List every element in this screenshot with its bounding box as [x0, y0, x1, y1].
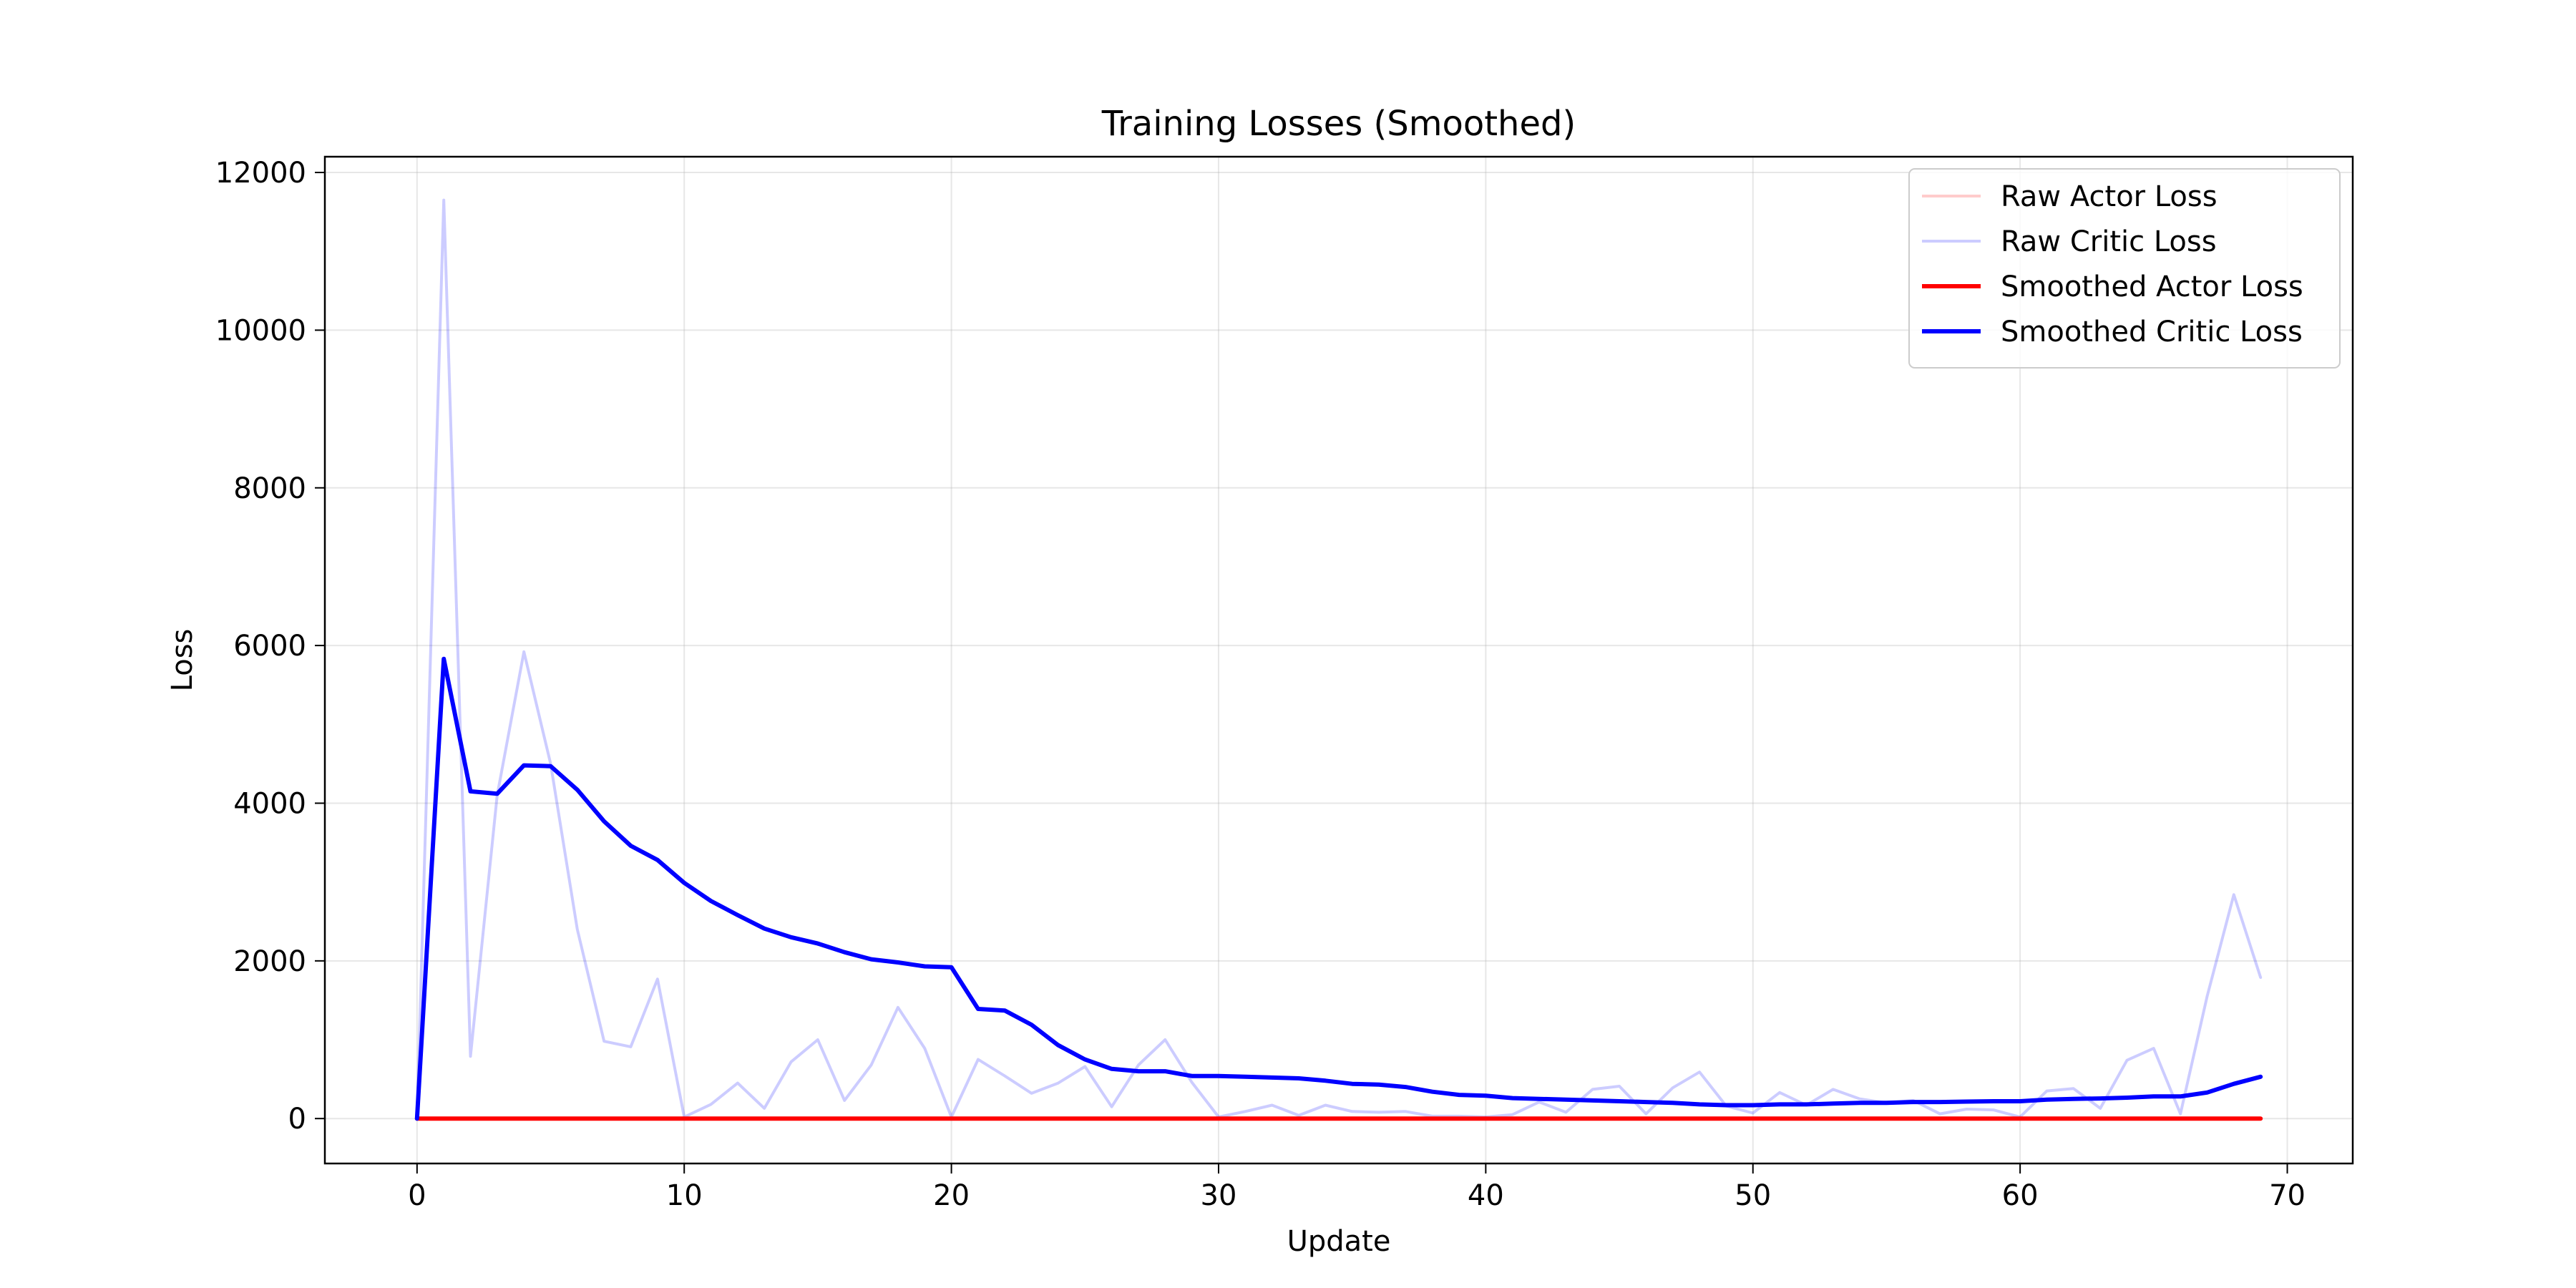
- legend: Raw Actor Loss Raw Critic Loss Smoothed Ac…: [1908, 168, 2341, 369]
- y-tick-label: 10000: [215, 314, 306, 347]
- legend-label-raw-actor-loss: Raw Actor Loss: [2001, 180, 2218, 213]
- x-tick-label: 0: [408, 1179, 426, 1212]
- series-line-raw-critic-loss: [415, 198, 2263, 1121]
- y-tick-label: 6000: [233, 630, 306, 663]
- y-tick-label: 4000: [233, 787, 306, 820]
- series-line-smoothed-critic-loss: [414, 656, 2263, 1121]
- x-axis-label: Update: [1287, 1225, 1391, 1258]
- legend-label-raw-critic-loss: Raw Critic Loss: [2001, 225, 2217, 258]
- x-tick-label: 70: [2269, 1179, 2306, 1212]
- x-tick-label: 10: [666, 1179, 703, 1212]
- x-tick-label: 30: [1201, 1179, 1237, 1212]
- axis-ticks: 0 10 20 30 40 50 60 70 0 2000 4000 6000 8000 10000 120…: [215, 157, 2306, 1212]
- y-tick-label: 8000: [233, 472, 306, 505]
- y-tick-label: 2000: [233, 945, 306, 978]
- legend-label-smoothed-critic-loss: Smoothed Critic Loss: [2001, 316, 2303, 348]
- plot-frame: [323, 155, 2354, 1165]
- x-tick-label: 40: [1468, 1179, 1504, 1212]
- legend-frame: [1908, 168, 2341, 369]
- x-tick-label: 60: [2002, 1179, 2039, 1212]
- series-layer: [414, 198, 2263, 1121]
- y-tick-label: 12000: [215, 157, 306, 190]
- legend-label-smoothed-actor-loss: Smoothed Actor Loss: [2001, 270, 2303, 303]
- chart-title: Training Losses (Smoothed): [1101, 104, 1576, 144]
- x-tick-label: 50: [1735, 1179, 1771, 1212]
- y-axis-label: Loss: [166, 629, 199, 692]
- x-tick-label: 20: [933, 1179, 970, 1212]
- y-tick-label: 0: [288, 1103, 306, 1136]
